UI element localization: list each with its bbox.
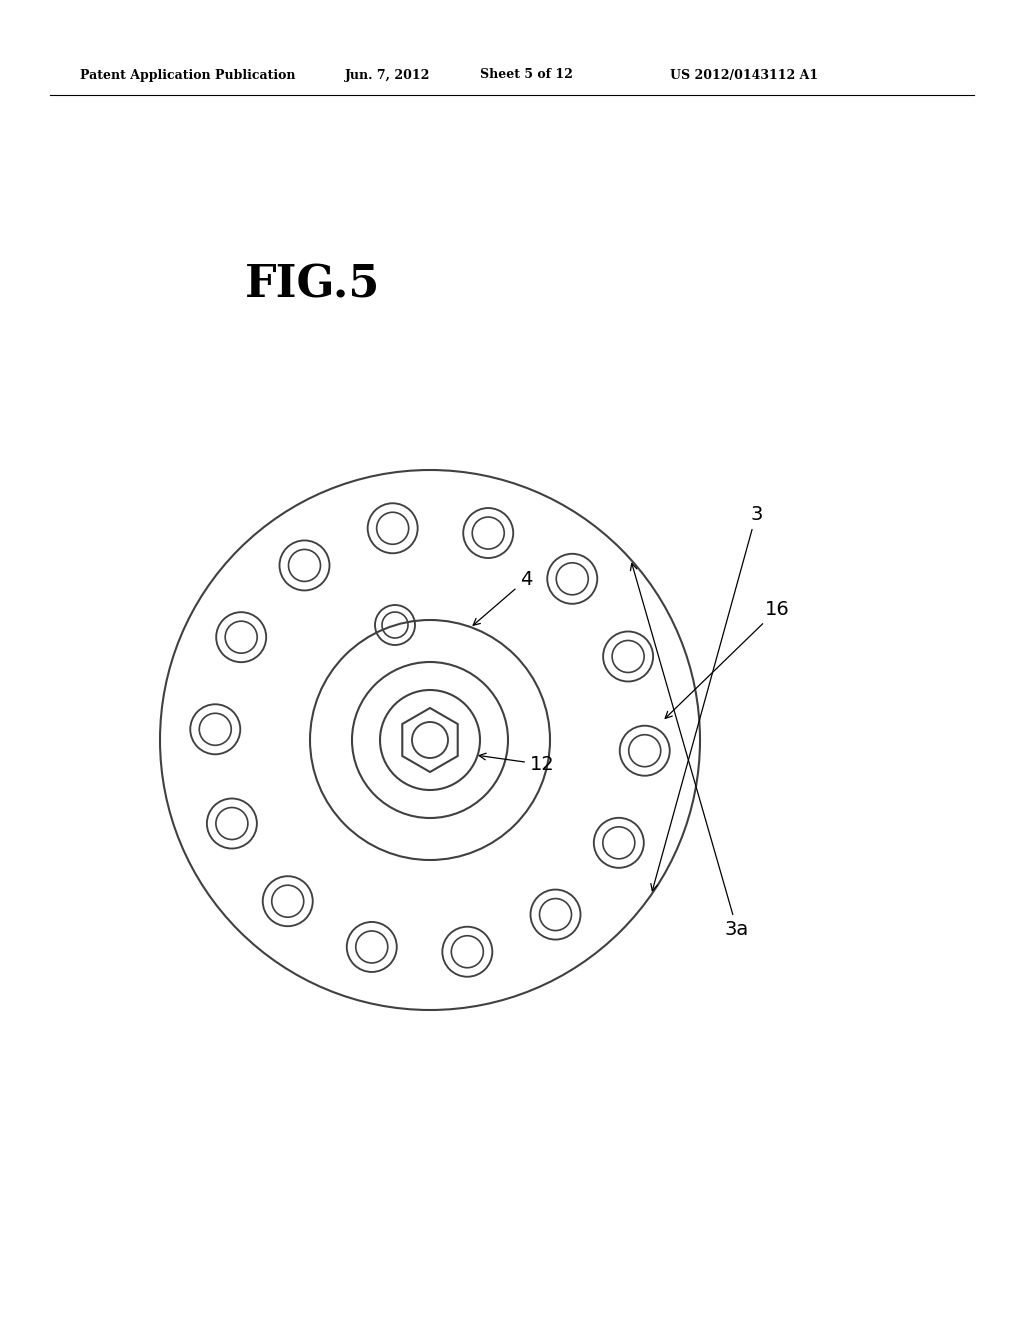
Circle shape — [603, 826, 635, 859]
Circle shape — [225, 622, 257, 653]
Text: Patent Application Publication: Patent Application Publication — [80, 69, 296, 82]
Circle shape — [289, 549, 321, 581]
Circle shape — [355, 931, 388, 964]
Circle shape — [200, 713, 231, 746]
Text: Jun. 7, 2012: Jun. 7, 2012 — [345, 69, 430, 82]
Text: 16: 16 — [666, 601, 790, 718]
Text: 3: 3 — [651, 506, 763, 891]
Circle shape — [472, 517, 504, 549]
Circle shape — [629, 735, 660, 767]
Circle shape — [540, 899, 571, 931]
Text: 3a: 3a — [631, 564, 750, 939]
Text: Sheet 5 of 12: Sheet 5 of 12 — [480, 69, 572, 82]
Circle shape — [271, 886, 304, 917]
Circle shape — [452, 936, 483, 968]
Text: 4: 4 — [473, 570, 532, 626]
Circle shape — [377, 512, 409, 544]
Circle shape — [216, 808, 248, 840]
Circle shape — [556, 562, 588, 595]
Text: 12: 12 — [479, 754, 555, 774]
Circle shape — [612, 640, 644, 672]
Text: FIG.5: FIG.5 — [245, 264, 380, 306]
Text: US 2012/0143112 A1: US 2012/0143112 A1 — [670, 69, 818, 82]
